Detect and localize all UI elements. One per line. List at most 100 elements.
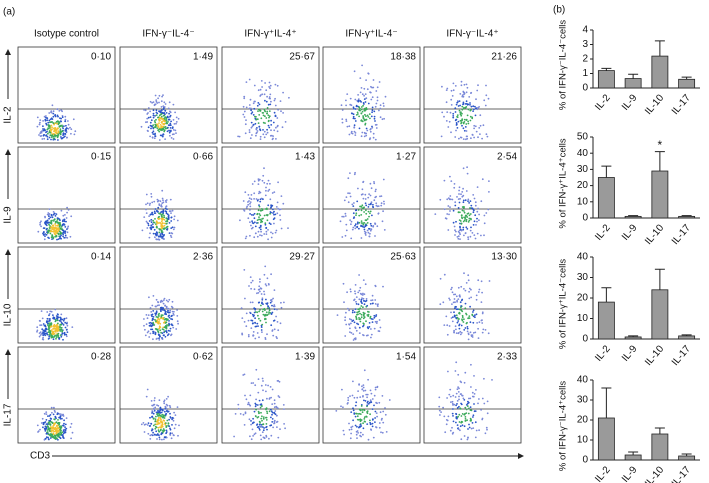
event-dot xyxy=(146,388,149,391)
event-dot xyxy=(54,415,57,418)
event-dot xyxy=(172,103,175,106)
event-dot xyxy=(372,203,374,206)
event-dot xyxy=(281,126,284,129)
event-dot xyxy=(272,426,274,429)
event-dot xyxy=(58,413,61,415)
event-dot xyxy=(365,299,368,302)
event-dot xyxy=(457,235,460,238)
event-dot xyxy=(261,331,263,333)
event-dot xyxy=(153,212,156,215)
event-dot xyxy=(39,320,41,322)
event-dot xyxy=(152,412,155,415)
event-dot xyxy=(147,422,150,424)
event-dot xyxy=(269,198,272,201)
event-dot xyxy=(151,304,154,307)
event-dot xyxy=(354,224,356,227)
event-dot xyxy=(468,202,470,204)
event-dot xyxy=(250,214,253,216)
event-dot xyxy=(257,89,260,92)
event-dot xyxy=(163,123,166,125)
x-tick-label: IL-2 xyxy=(593,92,613,113)
event-dot xyxy=(254,225,257,228)
event-dot xyxy=(366,229,369,232)
event-dot xyxy=(154,121,157,124)
event-dot xyxy=(349,219,351,222)
event-dot xyxy=(160,215,163,218)
event-dot xyxy=(362,422,364,425)
event-dot xyxy=(49,216,52,219)
event-dot xyxy=(469,305,471,308)
event-dot xyxy=(355,303,358,305)
event-dot xyxy=(167,307,170,310)
event-dot xyxy=(357,94,359,96)
event-dot xyxy=(363,135,366,138)
event-dot xyxy=(155,100,158,103)
event-dot xyxy=(159,124,162,126)
event-dot xyxy=(168,210,171,213)
event-dot xyxy=(144,109,147,112)
event-dot xyxy=(271,232,274,235)
event-dot xyxy=(474,114,477,117)
event-dot xyxy=(458,308,461,311)
event-dot xyxy=(375,90,378,92)
event-dot xyxy=(162,302,165,305)
event-dot xyxy=(374,421,376,423)
event-dot xyxy=(165,425,168,428)
event-dot xyxy=(170,315,173,318)
event-dot xyxy=(373,394,376,397)
event-dot xyxy=(355,104,358,107)
event-dot xyxy=(259,319,262,322)
event-dot xyxy=(63,220,66,223)
event-dot xyxy=(151,223,154,226)
event-dot xyxy=(151,226,154,228)
event-dot xyxy=(273,422,275,425)
event-dot xyxy=(445,120,448,122)
event-dot xyxy=(458,318,460,320)
arrow-head xyxy=(518,453,524,459)
event-dot xyxy=(361,188,364,191)
event-dot xyxy=(336,314,339,316)
event-dot xyxy=(49,426,52,428)
event-dot xyxy=(271,304,273,307)
event-dot xyxy=(44,334,47,337)
event-dot xyxy=(257,410,260,413)
event-dot xyxy=(354,120,357,122)
event-dot xyxy=(52,127,55,130)
event-dot xyxy=(354,108,357,110)
event-dot xyxy=(45,224,48,227)
event-dot xyxy=(161,314,164,317)
event-dot xyxy=(254,232,257,235)
event-dot xyxy=(364,202,367,205)
event-dot xyxy=(260,326,263,328)
event-dot xyxy=(341,109,344,111)
event-dot xyxy=(177,434,179,437)
event-dot xyxy=(370,328,372,330)
event-dot xyxy=(44,215,46,218)
event-dot xyxy=(263,181,266,184)
event-dot xyxy=(356,311,358,314)
density-dots xyxy=(141,189,179,241)
event-dot xyxy=(367,196,370,199)
event-dot xyxy=(249,276,252,278)
event-dot xyxy=(162,210,165,213)
event-dot xyxy=(56,114,59,117)
event-dot xyxy=(469,321,472,324)
event-dot xyxy=(71,326,74,328)
event-dot xyxy=(166,122,169,125)
event-dot xyxy=(54,436,57,439)
event-dot xyxy=(164,414,167,416)
event-dot xyxy=(371,214,373,217)
event-dot xyxy=(264,384,267,386)
event-dot xyxy=(168,418,171,421)
event-dot xyxy=(48,326,50,329)
event-dot xyxy=(461,105,464,108)
event-dot xyxy=(470,109,472,111)
density-dots xyxy=(37,206,73,241)
event-dot xyxy=(367,231,370,234)
event-dot xyxy=(152,330,155,333)
event-dot xyxy=(385,431,388,433)
event-dot xyxy=(353,70,356,73)
event-dot xyxy=(43,427,46,430)
event-dot xyxy=(364,389,367,392)
event-dot xyxy=(486,135,489,138)
